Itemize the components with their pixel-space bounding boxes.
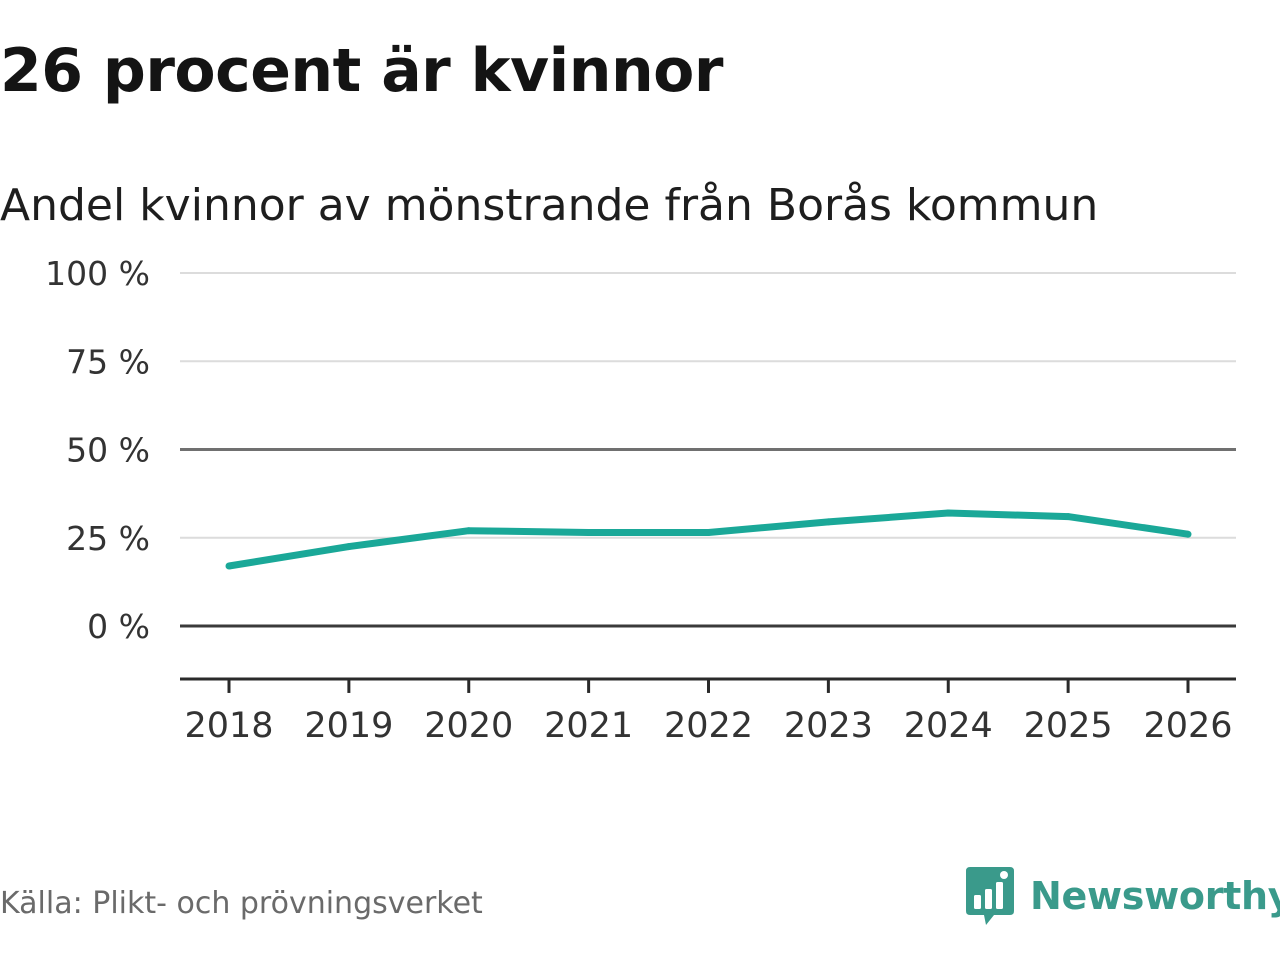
chart-headline: 26 procent är kvinnor: [0, 36, 723, 106]
x-tick-label: 2024: [904, 706, 993, 746]
data-point-2020: [465, 527, 473, 535]
x-tick-label: 2020: [424, 706, 513, 746]
x-tick-label: 2025: [1024, 706, 1113, 746]
data-point-2018: [225, 562, 233, 570]
y-tick-label: 50 %: [66, 431, 150, 470]
series-lines: [225, 509, 1192, 570]
y-tick-label: 25 %: [66, 519, 150, 558]
data-point-2023: [824, 518, 832, 526]
line-chart: 0 % 25 % 50 % 75 % 100 % 2018 2019 2020 2021 202…: [45, 254, 1236, 746]
data-point-2024: [944, 509, 952, 517]
x-tick-label: 2021: [544, 706, 633, 746]
brand-logo: Newsworthy: [964, 864, 1280, 928]
source-note: Källa: Plikt- och prövningsverket: [0, 886, 483, 921]
newsworthy-logo-icon: [966, 867, 1014, 925]
x-tick-label: 2023: [784, 706, 873, 746]
y-axis-labels: 0 % 25 % 50 % 75 % 100 %: [45, 254, 150, 646]
x-tick-label: 2026: [1143, 706, 1232, 746]
data-point-2022: [705, 528, 712, 536]
data-point-2019: [345, 543, 353, 551]
x-tick-label: 2018: [184, 706, 273, 746]
series-line: [228, 509, 1189, 570]
chart-subtitle: Andel kvinnor av mönstrande från Borås k…: [0, 180, 1099, 231]
x-axis: 2018 2019 2020 2021 2022 2023 2024 2025 2026: [180, 677, 1236, 746]
data-point-2026: [1184, 530, 1192, 538]
y-tick-label: 100 %: [45, 254, 150, 293]
x-tick-label: 2022: [664, 706, 753, 746]
data-point-2025: [1064, 513, 1072, 521]
y-tick-label: 75 %: [66, 342, 150, 381]
x-tick-label: 2019: [304, 706, 393, 746]
data-point-2021: [585, 528, 593, 536]
gridlines: [180, 272, 1236, 628]
y-tick-label: 0 %: [87, 607, 150, 646]
brand-name: Newsworthy: [1030, 874, 1280, 918]
